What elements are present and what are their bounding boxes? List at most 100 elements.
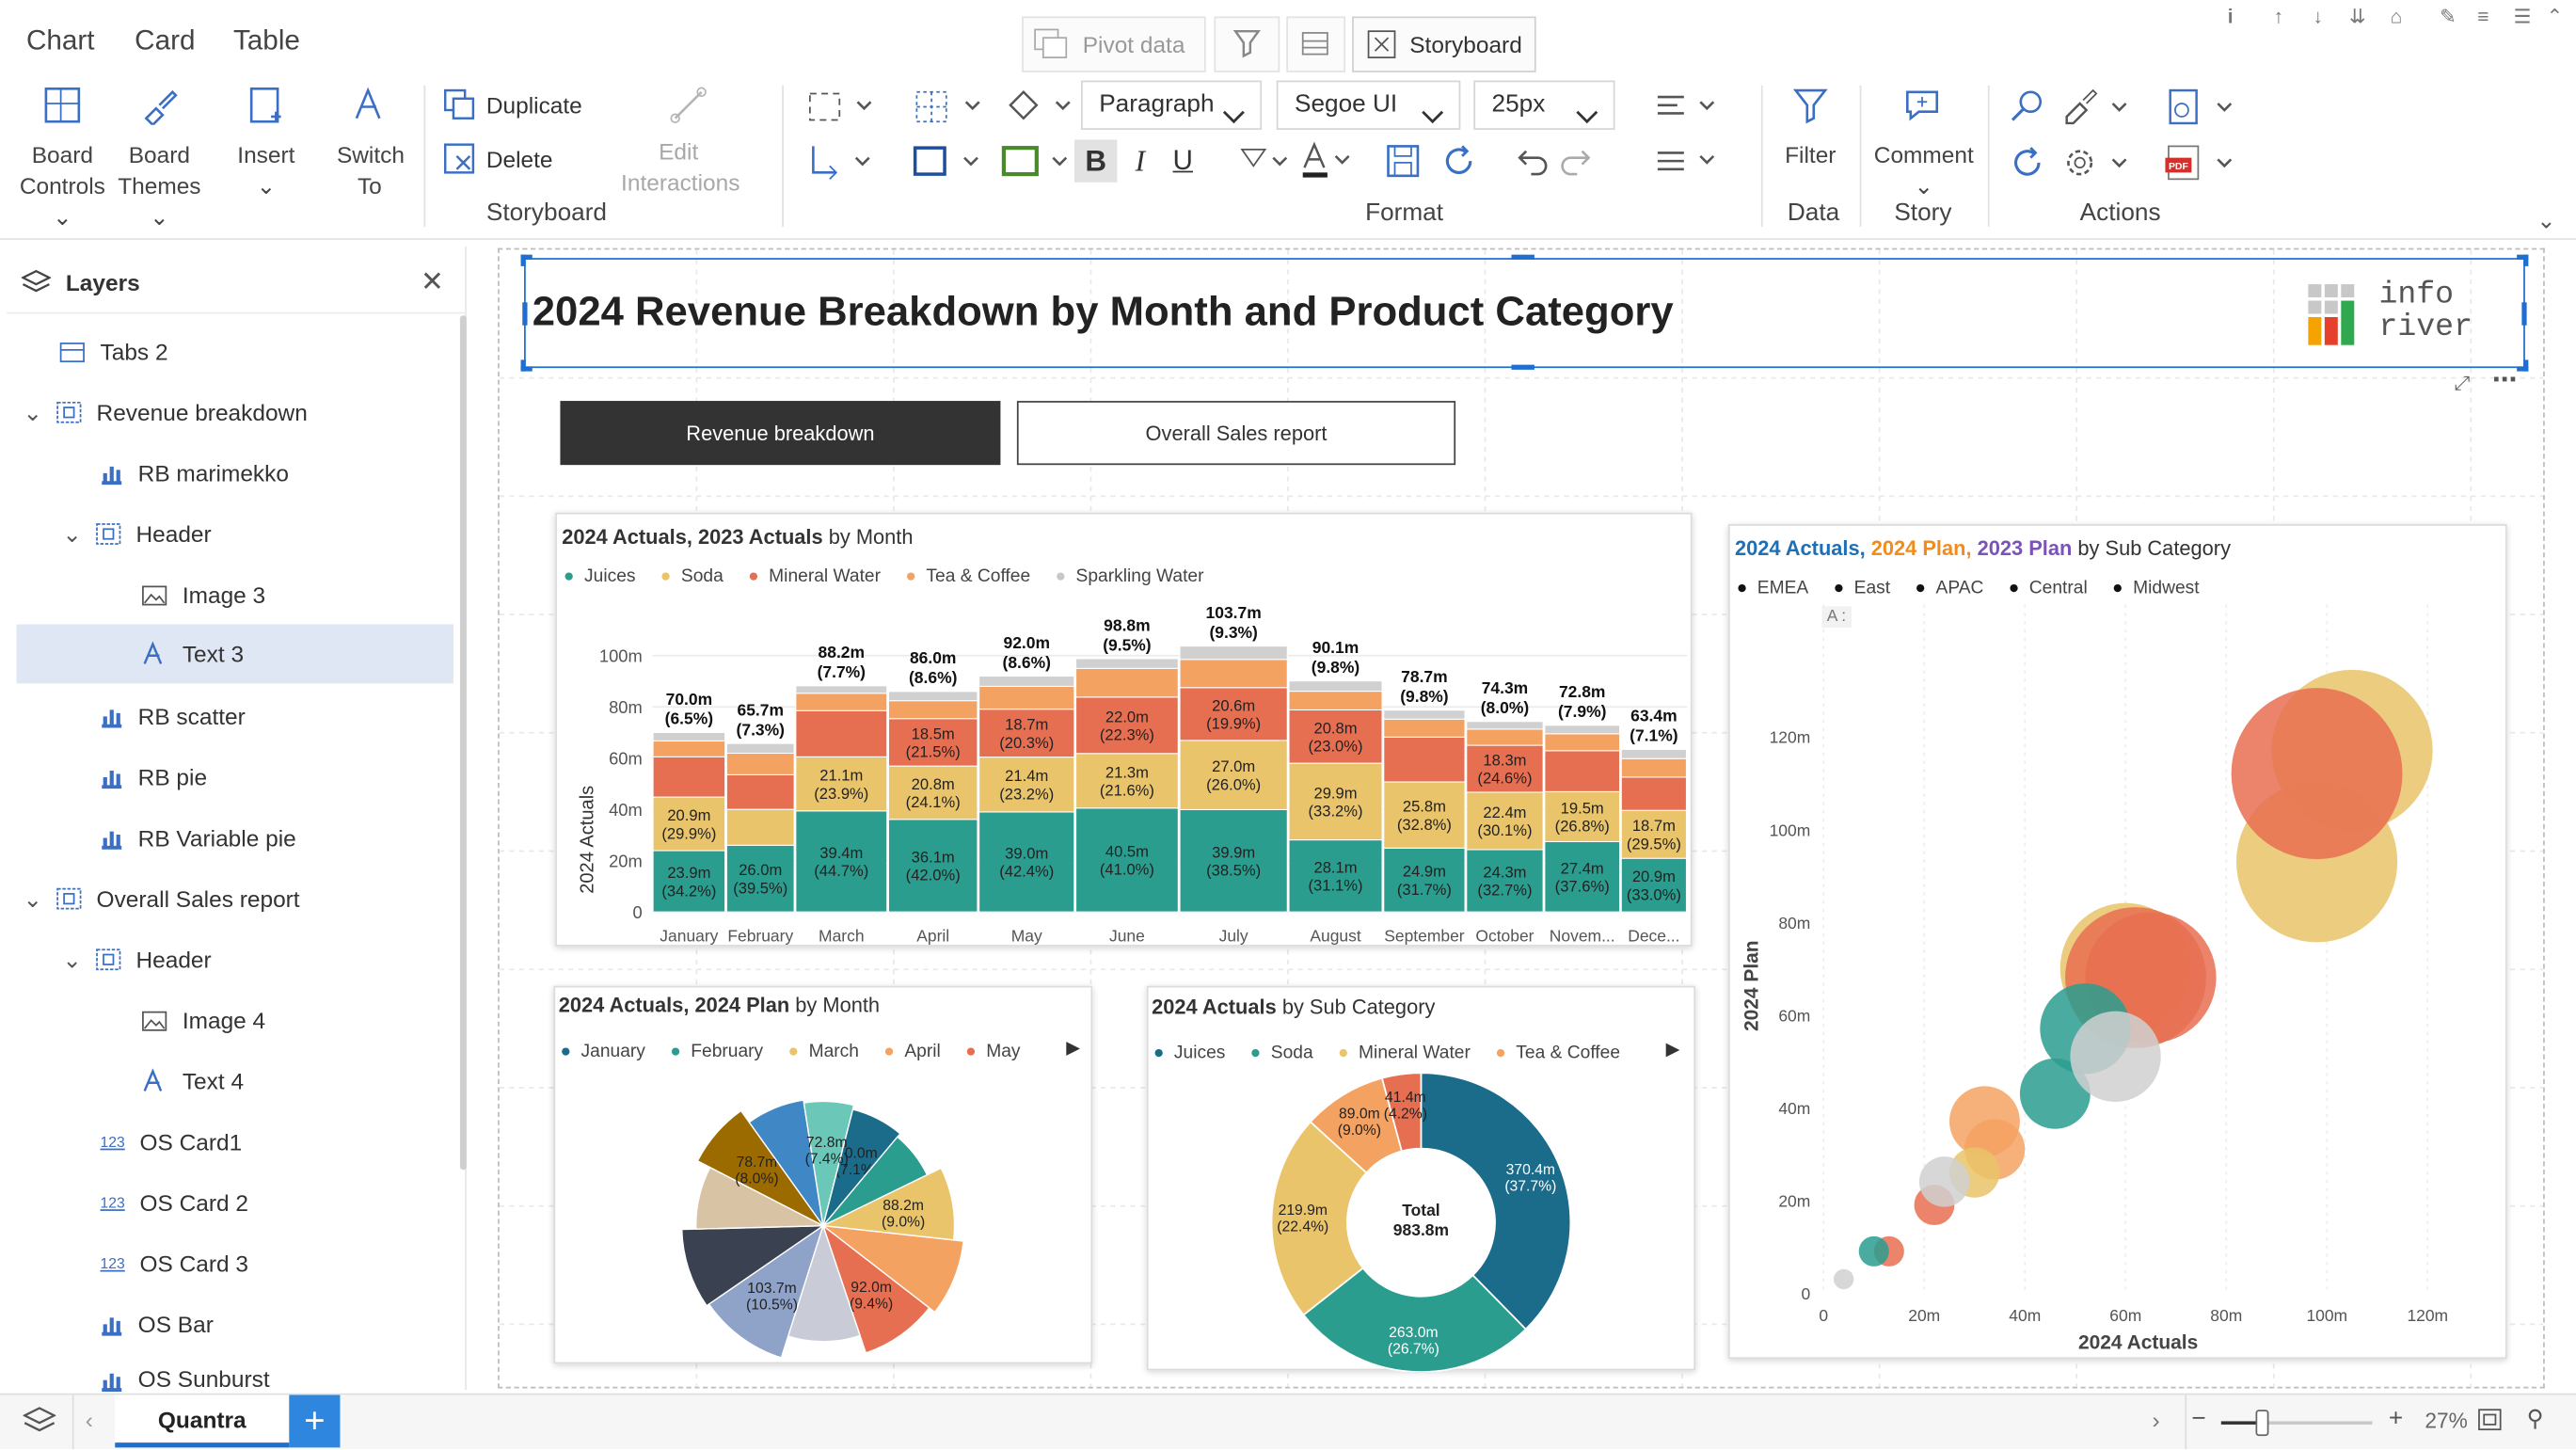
export-settings-button[interactable] (2162, 86, 2244, 128)
zoom-slider-thumb[interactable] (2255, 1410, 2269, 1437)
resize-handle[interactable] (2517, 359, 2529, 372)
font-color-button[interactable] (1297, 139, 1353, 182)
layer-item-rb-pie[interactable]: RB pie (7, 748, 453, 807)
comment-button[interactable]: Comment ⌄ (1869, 86, 1978, 202)
layer-item-revenue-breakdown[interactable]: ⌄ Revenue breakdown (7, 383, 453, 442)
fill-button[interactable] (999, 86, 1081, 128)
tab-overall-sales-report[interactable]: Overall Sales report (1016, 401, 1456, 466)
bold-button[interactable]: B (1073, 139, 1118, 183)
italic-button[interactable]: I (1121, 139, 1160, 182)
info-icon[interactable]: i (2227, 5, 2234, 28)
marimekko-chart-card[interactable]: 2024 Actuals, 2023 Actuals by Month ● Jui… (555, 512, 1693, 947)
resize-handle[interactable] (1511, 254, 1534, 260)
layer-item-overall-sales-report[interactable]: ⌄ Overall Sales report (7, 869, 453, 929)
layers-scrollbar[interactable] (459, 315, 467, 1171)
switch-to-button[interactable]: Switch To (328, 86, 410, 202)
layer-item-rb-marimekko[interactable]: RB marimekko (7, 443, 453, 502)
home-icon[interactable]: ⌂ (2390, 5, 2403, 28)
layer-item-text-4[interactable]: Text 4 (7, 1052, 453, 1111)
layer-item-text-3[interactable]: Text 3 (16, 624, 453, 684)
scroll-left-icon[interactable]: ‹ (85, 1406, 93, 1433)
pin-icon[interactable]: ✎ (2440, 5, 2457, 28)
resize-handle[interactable] (1511, 364, 1534, 370)
resize-handle[interactable] (520, 254, 533, 266)
donut-chart-card[interactable]: 2024 Actuals by Sub Category ● Juices ● So… (1146, 985, 1696, 1373)
layer-item-image-4[interactable]: Image 4 (7, 991, 453, 1050)
settings-button[interactable] (2060, 141, 2139, 183)
collapse-ribbon-icon[interactable]: ⌄ (2536, 207, 2556, 233)
duplicate-button[interactable]: Duplicate (443, 88, 582, 121)
resize-handle[interactable] (2521, 302, 2527, 326)
menu-tab-card[interactable]: Card (135, 24, 196, 56)
edit-interactions-button[interactable]: Edit Interactions (614, 86, 762, 199)
layer-item-header[interactable]: ⌄ Header (7, 504, 453, 564)
chevron-down-icon[interactable]: ⌄ (23, 884, 42, 912)
layer-item-header-2[interactable]: ⌄ Header (7, 930, 453, 989)
layer-item-os-card1[interactable]: 123 OS Card1 (7, 1112, 453, 1171)
collapse-top-icon[interactable]: ⌃ (2546, 5, 2564, 28)
menu-tab-chart[interactable]: Chart (25, 24, 95, 56)
tab-revenue-breakdown[interactable]: Revenue breakdown (560, 401, 1001, 466)
move-up-icon[interactable]: ↑ (2273, 5, 2284, 28)
board-tab[interactable]: Quantra (115, 1394, 290, 1448)
legend-next-icon[interactable]: ▶ (1665, 1040, 1680, 1060)
search-button[interactable] (2004, 86, 2050, 128)
undo-button[interactable] (1508, 139, 1554, 182)
chevron-down-icon[interactable]: ⌄ (62, 945, 82, 972)
menu-tab-table[interactable]: Table (232, 24, 300, 56)
reset-button[interactable] (2004, 141, 2050, 183)
paragraph-select[interactable]: Paragraph (1080, 80, 1263, 130)
insert-button[interactable]: Insert ⌄ (227, 86, 306, 202)
resize-handle[interactable] (520, 359, 533, 372)
select-region-button[interactable] (802, 86, 881, 128)
connector-button[interactable] (802, 139, 881, 182)
text-effects-button[interactable] (1235, 139, 1291, 182)
save-button[interactable] (1380, 139, 1426, 182)
chevron-down-icon[interactable]: ⌄ (62, 519, 82, 547)
layer-item-os-card-2[interactable]: 123 OS Card 2 (7, 1173, 453, 1233)
shape-fill-button[interactable] (999, 139, 1078, 182)
border-button[interactable] (907, 139, 989, 182)
variable-pie-card[interactable]: 2024 Actuals, 2024 Plan by Month ● Januar… (553, 985, 1093, 1364)
fit-to-screen-button[interactable] (2477, 1407, 2504, 1442)
scroll-right-icon[interactable]: › (2152, 1406, 2160, 1433)
expand-icon[interactable]: ⤢ (2454, 371, 2471, 395)
board-themes-button[interactable]: Board Themes ⌄ (115, 86, 203, 233)
annotation-badge[interactable]: A : (1821, 606, 1852, 629)
layer-item-image-3[interactable]: Image 3 (7, 566, 453, 625)
add-tab-button[interactable]: + (289, 1394, 341, 1448)
zoom-in-icon[interactable]: + (2388, 1404, 2404, 1433)
pdf-export-button[interactable]: PDF (2162, 141, 2244, 183)
filter-button[interactable]: Filter (1777, 86, 1843, 171)
edit-layout-button[interactable] (1286, 16, 1346, 72)
layer-item-os-sunburst[interactable]: OS Sunburst (7, 1356, 453, 1393)
pivot-data-button[interactable]: Pivot data (1022, 16, 1206, 72)
list-button[interactable] (1649, 139, 1728, 182)
layer-item-tabs[interactable]: Tabs 2 (7, 322, 453, 381)
font-select[interactable]: Segoe UI (1276, 80, 1461, 130)
move-bottom-icon[interactable]: ⇊ (2349, 5, 2366, 28)
theme-brush-button[interactable] (2060, 86, 2139, 128)
move-down-icon[interactable]: ↓ (2313, 5, 2324, 28)
pin-off-icon[interactable]: ⚲ (2526, 1404, 2544, 1431)
storyboard-button[interactable]: Storyboard (1352, 16, 1536, 72)
chevron-down-icon[interactable]: ⌄ (23, 398, 42, 425)
delete-button[interactable]: Delete (443, 143, 553, 176)
redo-button[interactable] (1554, 139, 1600, 182)
layer-item-rb-scatter[interactable]: RB scatter (7, 687, 453, 746)
font-size-select[interactable]: 25px (1473, 80, 1615, 130)
layer-item-rb-variable-pie[interactable]: RB Variable pie (7, 808, 453, 868)
filter-lines-icon[interactable]: ☰ (2513, 5, 2532, 28)
layer-item-os-card-3[interactable]: 123 OS Card 3 (7, 1234, 453, 1293)
align-button[interactable] (1649, 86, 1728, 128)
close-icon[interactable]: ✕ (421, 265, 444, 298)
bubble-chart-card[interactable]: 2024 Actuals, 2024 Plan, 2023 Plan by Su… (1727, 524, 2507, 1360)
menu-lines-icon[interactable]: ≡ (2477, 5, 2489, 28)
layers-toggle-button[interactable] (22, 1407, 57, 1444)
grid-button[interactable] (903, 86, 989, 128)
layer-item-os-bar[interactable]: OS Bar (7, 1295, 453, 1354)
legend-next-icon[interactable]: ▶ (1066, 1038, 1081, 1059)
resize-handle[interactable] (2517, 254, 2529, 266)
underline-button[interactable]: U (1163, 139, 1202, 182)
more-options-icon[interactable]: ⋯ (2491, 366, 2518, 395)
